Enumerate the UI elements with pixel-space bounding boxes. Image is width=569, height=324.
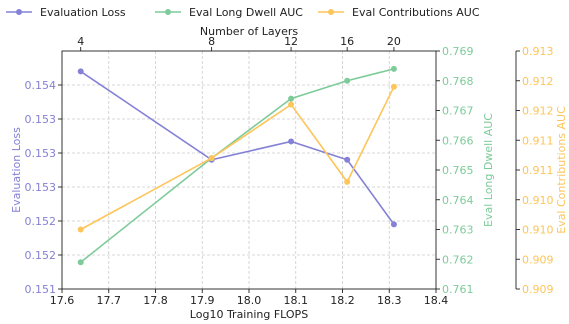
top-axis-label: Number of Layers xyxy=(200,25,298,38)
right2-tick-label: 0.911 xyxy=(522,164,554,177)
data-point xyxy=(288,138,295,145)
right1-tick-label: 0.762 xyxy=(442,253,474,266)
x-tick-label: 17.6 xyxy=(50,294,75,307)
series-line xyxy=(80,68,395,263)
x-tick-label: 18.3 xyxy=(377,294,402,307)
series-line xyxy=(80,70,395,225)
data-point xyxy=(77,68,84,75)
data-point xyxy=(344,77,351,84)
right2-tick-label: 0.910 xyxy=(522,194,554,207)
right1-tick-label: 0.764 xyxy=(442,194,474,207)
data-point xyxy=(288,101,295,108)
data-point xyxy=(344,156,351,163)
legend-marker xyxy=(328,9,334,15)
x-axis-label: Log10 Training FLOPS xyxy=(190,308,308,321)
x-tick-label: 17.7 xyxy=(97,294,122,307)
data-point xyxy=(390,65,397,72)
x-tick-label: 17.8 xyxy=(143,294,168,307)
data-point xyxy=(344,178,351,185)
right1-tick-label: 0.766 xyxy=(442,134,474,147)
right1-tick-label: 0.765 xyxy=(442,164,474,177)
data-point xyxy=(390,83,397,90)
data-point xyxy=(208,155,215,162)
left-tick-label: 0.152 xyxy=(25,249,57,262)
left-tick-label: 0.153 xyxy=(25,113,57,126)
left-axis-label: Evaluation Loss xyxy=(10,127,23,213)
legend-marker xyxy=(165,9,171,15)
right2-tick-label: 0.909 xyxy=(522,283,554,296)
right2-tick-label: 0.909 xyxy=(522,253,554,266)
right2-tick-label: 0.913 xyxy=(522,45,554,58)
top-tick-label: 20 xyxy=(387,35,401,48)
grid-lines xyxy=(61,51,437,290)
right2-tick-label: 0.912 xyxy=(522,105,554,118)
legend-label: Evaluation Loss xyxy=(40,6,126,19)
legend: Evaluation Loss Eval Long Dwell AUC Eval C… xyxy=(6,6,480,19)
left-tick-label: 0.153 xyxy=(25,147,57,160)
x-tick-label: 18.1 xyxy=(284,294,309,307)
right1-tick-label: 0.761 xyxy=(442,283,474,296)
right1-tick-label: 0.769 xyxy=(442,45,474,58)
series-0 xyxy=(77,68,397,228)
data-point xyxy=(77,259,84,266)
x-tick-label: 18.4 xyxy=(424,294,449,307)
left-tick-label: 0.153 xyxy=(25,181,57,194)
legend-label: Eval Long Dwell AUC xyxy=(189,6,303,19)
right1-tick-label: 0.763 xyxy=(442,224,474,237)
left-tick-label: 0.152 xyxy=(25,215,57,228)
x-tick-label: 18.2 xyxy=(330,294,355,307)
top-tick-label: 12 xyxy=(284,35,298,48)
data-point xyxy=(390,221,397,228)
right1-axis-label: Eval Long Dwell AUC xyxy=(482,113,495,227)
x-tick-label: 17.9 xyxy=(190,294,215,307)
series-1 xyxy=(77,65,397,266)
data-point xyxy=(77,226,84,233)
left-tick-label: 0.151 xyxy=(25,283,57,296)
data-point xyxy=(288,95,295,102)
right2-tick-label: 0.911 xyxy=(522,134,554,147)
legend-marker xyxy=(16,9,22,15)
right2-axis-label: Eval Contributions AUC xyxy=(555,106,568,234)
right2-tick-label: 0.912 xyxy=(522,75,554,88)
top-tick-label: 16 xyxy=(340,35,354,48)
right1-tick-label: 0.767 xyxy=(442,105,474,118)
left-tick-label: 0.154 xyxy=(25,79,57,92)
top-tick-label: 8 xyxy=(208,35,215,48)
right2-tick-label: 0.910 xyxy=(522,224,554,237)
series-2 xyxy=(77,83,397,233)
x-tick-label: 18.0 xyxy=(237,294,262,307)
right1-tick-label: 0.768 xyxy=(442,75,474,88)
top-tick-label: 4 xyxy=(77,35,84,48)
legend-label: Eval Contributions AUC xyxy=(352,6,480,19)
